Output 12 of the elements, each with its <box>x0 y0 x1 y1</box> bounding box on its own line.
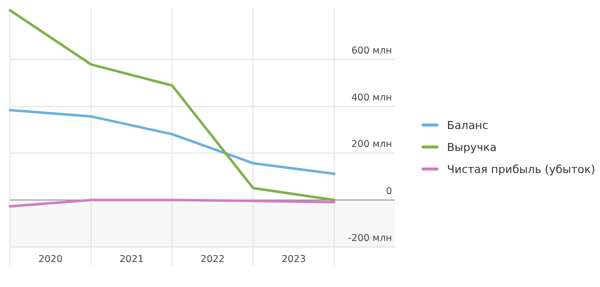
y-tick-label: 400 млн <box>351 92 392 104</box>
legend-label: Баланс <box>447 119 488 132</box>
x-tick-label: 2021 <box>119 254 144 265</box>
y-tick-label: 600 млн <box>351 46 392 57</box>
x-tick-label: 2022 <box>200 254 225 265</box>
x-tick-label: 2023 <box>282 254 306 265</box>
x-tick-label: 2020 <box>38 254 63 265</box>
legend-label: Чистая прибыль (убыток) <box>447 163 596 176</box>
legend-label: Выручка <box>447 141 497 154</box>
y-tick-label: 0 <box>386 186 392 197</box>
y-tick-label: 200 млн <box>351 139 392 150</box>
y-tick-label: -200 млн <box>348 232 392 244</box>
